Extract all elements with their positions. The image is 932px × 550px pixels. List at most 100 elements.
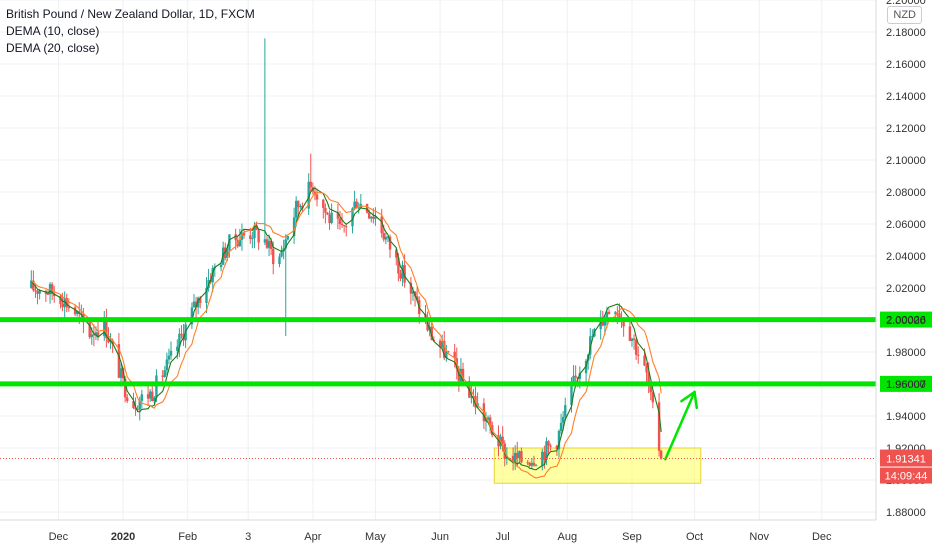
candle — [488, 414, 492, 434]
candle-body — [50, 284, 54, 294]
candle — [63, 291, 66, 318]
candle — [238, 228, 242, 248]
candle-body — [103, 317, 106, 337]
candle-body — [34, 290, 37, 292]
candle-body — [59, 296, 62, 304]
candle-body — [384, 236, 388, 240]
candle — [630, 337, 634, 347]
candle-body — [526, 462, 529, 464]
candle — [30, 270, 33, 289]
candle — [388, 234, 392, 258]
candle — [599, 310, 602, 340]
candle — [651, 389, 655, 409]
candle-body — [326, 212, 329, 215]
candle-body — [513, 452, 517, 463]
x-tick-label: Jun — [431, 531, 449, 543]
candle — [196, 296, 200, 315]
candle-body — [532, 462, 536, 466]
candle-body — [336, 212, 340, 219]
candle-body — [46, 293, 50, 295]
candle-body — [132, 401, 135, 409]
candle — [545, 437, 548, 465]
candle-body — [342, 225, 346, 227]
candle — [345, 223, 348, 237]
candle-body — [307, 181, 310, 209]
candle-body — [163, 370, 166, 377]
countdown-label-bg — [880, 467, 932, 484]
candle-body — [153, 397, 156, 402]
candle — [564, 397, 567, 421]
candle-body — [63, 298, 66, 308]
chart-legend: British Pound / New Zealand Dollar, 1D, … — [6, 6, 255, 57]
candle-body — [257, 229, 260, 243]
candle — [336, 203, 340, 230]
candle — [286, 235, 290, 241]
candle — [65, 293, 68, 313]
x-tick-label: Sep — [622, 531, 642, 543]
last-price-label-bg — [880, 449, 932, 467]
candle — [649, 384, 652, 401]
y-tick-label: 1.94000 — [886, 411, 926, 423]
candle-body — [117, 344, 121, 378]
candle — [516, 441, 519, 467]
currency-button[interactable]: NZD — [887, 6, 922, 24]
candle — [386, 235, 390, 242]
candle — [211, 265, 214, 292]
candle-body — [440, 341, 444, 348]
candle-body — [297, 200, 300, 208]
candle-body — [105, 317, 108, 339]
candle — [178, 328, 181, 358]
candle-body — [591, 336, 594, 338]
y-tick-label: 2.20000 — [886, 0, 926, 7]
candle-body — [32, 280, 35, 291]
y-tick-label: 2.10000 — [886, 155, 926, 167]
candle-body — [284, 239, 287, 249]
countdown-label: 14:09:44 — [885, 471, 928, 483]
y-tick-label: 2.06000 — [886, 219, 926, 231]
projection-arrow-layer — [664, 390, 699, 461]
candle-body — [357, 207, 360, 209]
y-tick-label: 2.18000 — [886, 27, 926, 39]
candle-body — [309, 181, 312, 188]
x-tick-label: Jul — [496, 531, 510, 543]
candle-body — [123, 378, 127, 398]
candle-body — [659, 450, 663, 459]
dema-layer — [30, 187, 662, 479]
candle-body — [249, 235, 252, 239]
candle-body — [67, 307, 71, 309]
candle — [591, 329, 594, 338]
candle — [192, 294, 196, 308]
x-tick-label: Apr — [304, 531, 321, 543]
candle — [637, 346, 640, 364]
arrow-head — [693, 390, 699, 410]
candle-body — [486, 417, 490, 420]
candle-body — [65, 298, 68, 308]
candle-body — [657, 402, 661, 451]
candle — [459, 357, 463, 384]
candle-body — [632, 338, 636, 340]
candle-body — [36, 290, 39, 294]
candle — [257, 228, 260, 251]
candle-body — [511, 455, 515, 463]
candle — [309, 153, 312, 192]
candle-body — [265, 239, 269, 248]
candle-body — [605, 311, 609, 321]
candle-body — [628, 326, 632, 341]
candle-body — [445, 351, 448, 358]
candle — [324, 203, 327, 224]
candle-body — [386, 236, 390, 238]
level-label: 1.96007 — [886, 379, 926, 391]
x-tick-label: Aug — [558, 531, 578, 543]
indicator-dema-20[interactable]: DEMA (20, close) — [6, 41, 100, 55]
candle-body — [178, 333, 181, 347]
candle-body — [561, 416, 565, 423]
level-label-bg — [880, 311, 932, 328]
candle-body — [228, 234, 231, 250]
candle-body — [426, 319, 429, 331]
indicator-dema-10[interactable]: DEMA (10, close) — [6, 24, 100, 38]
candle-body — [614, 312, 617, 314]
candle-body — [96, 332, 100, 337]
candle-body — [355, 201, 358, 209]
